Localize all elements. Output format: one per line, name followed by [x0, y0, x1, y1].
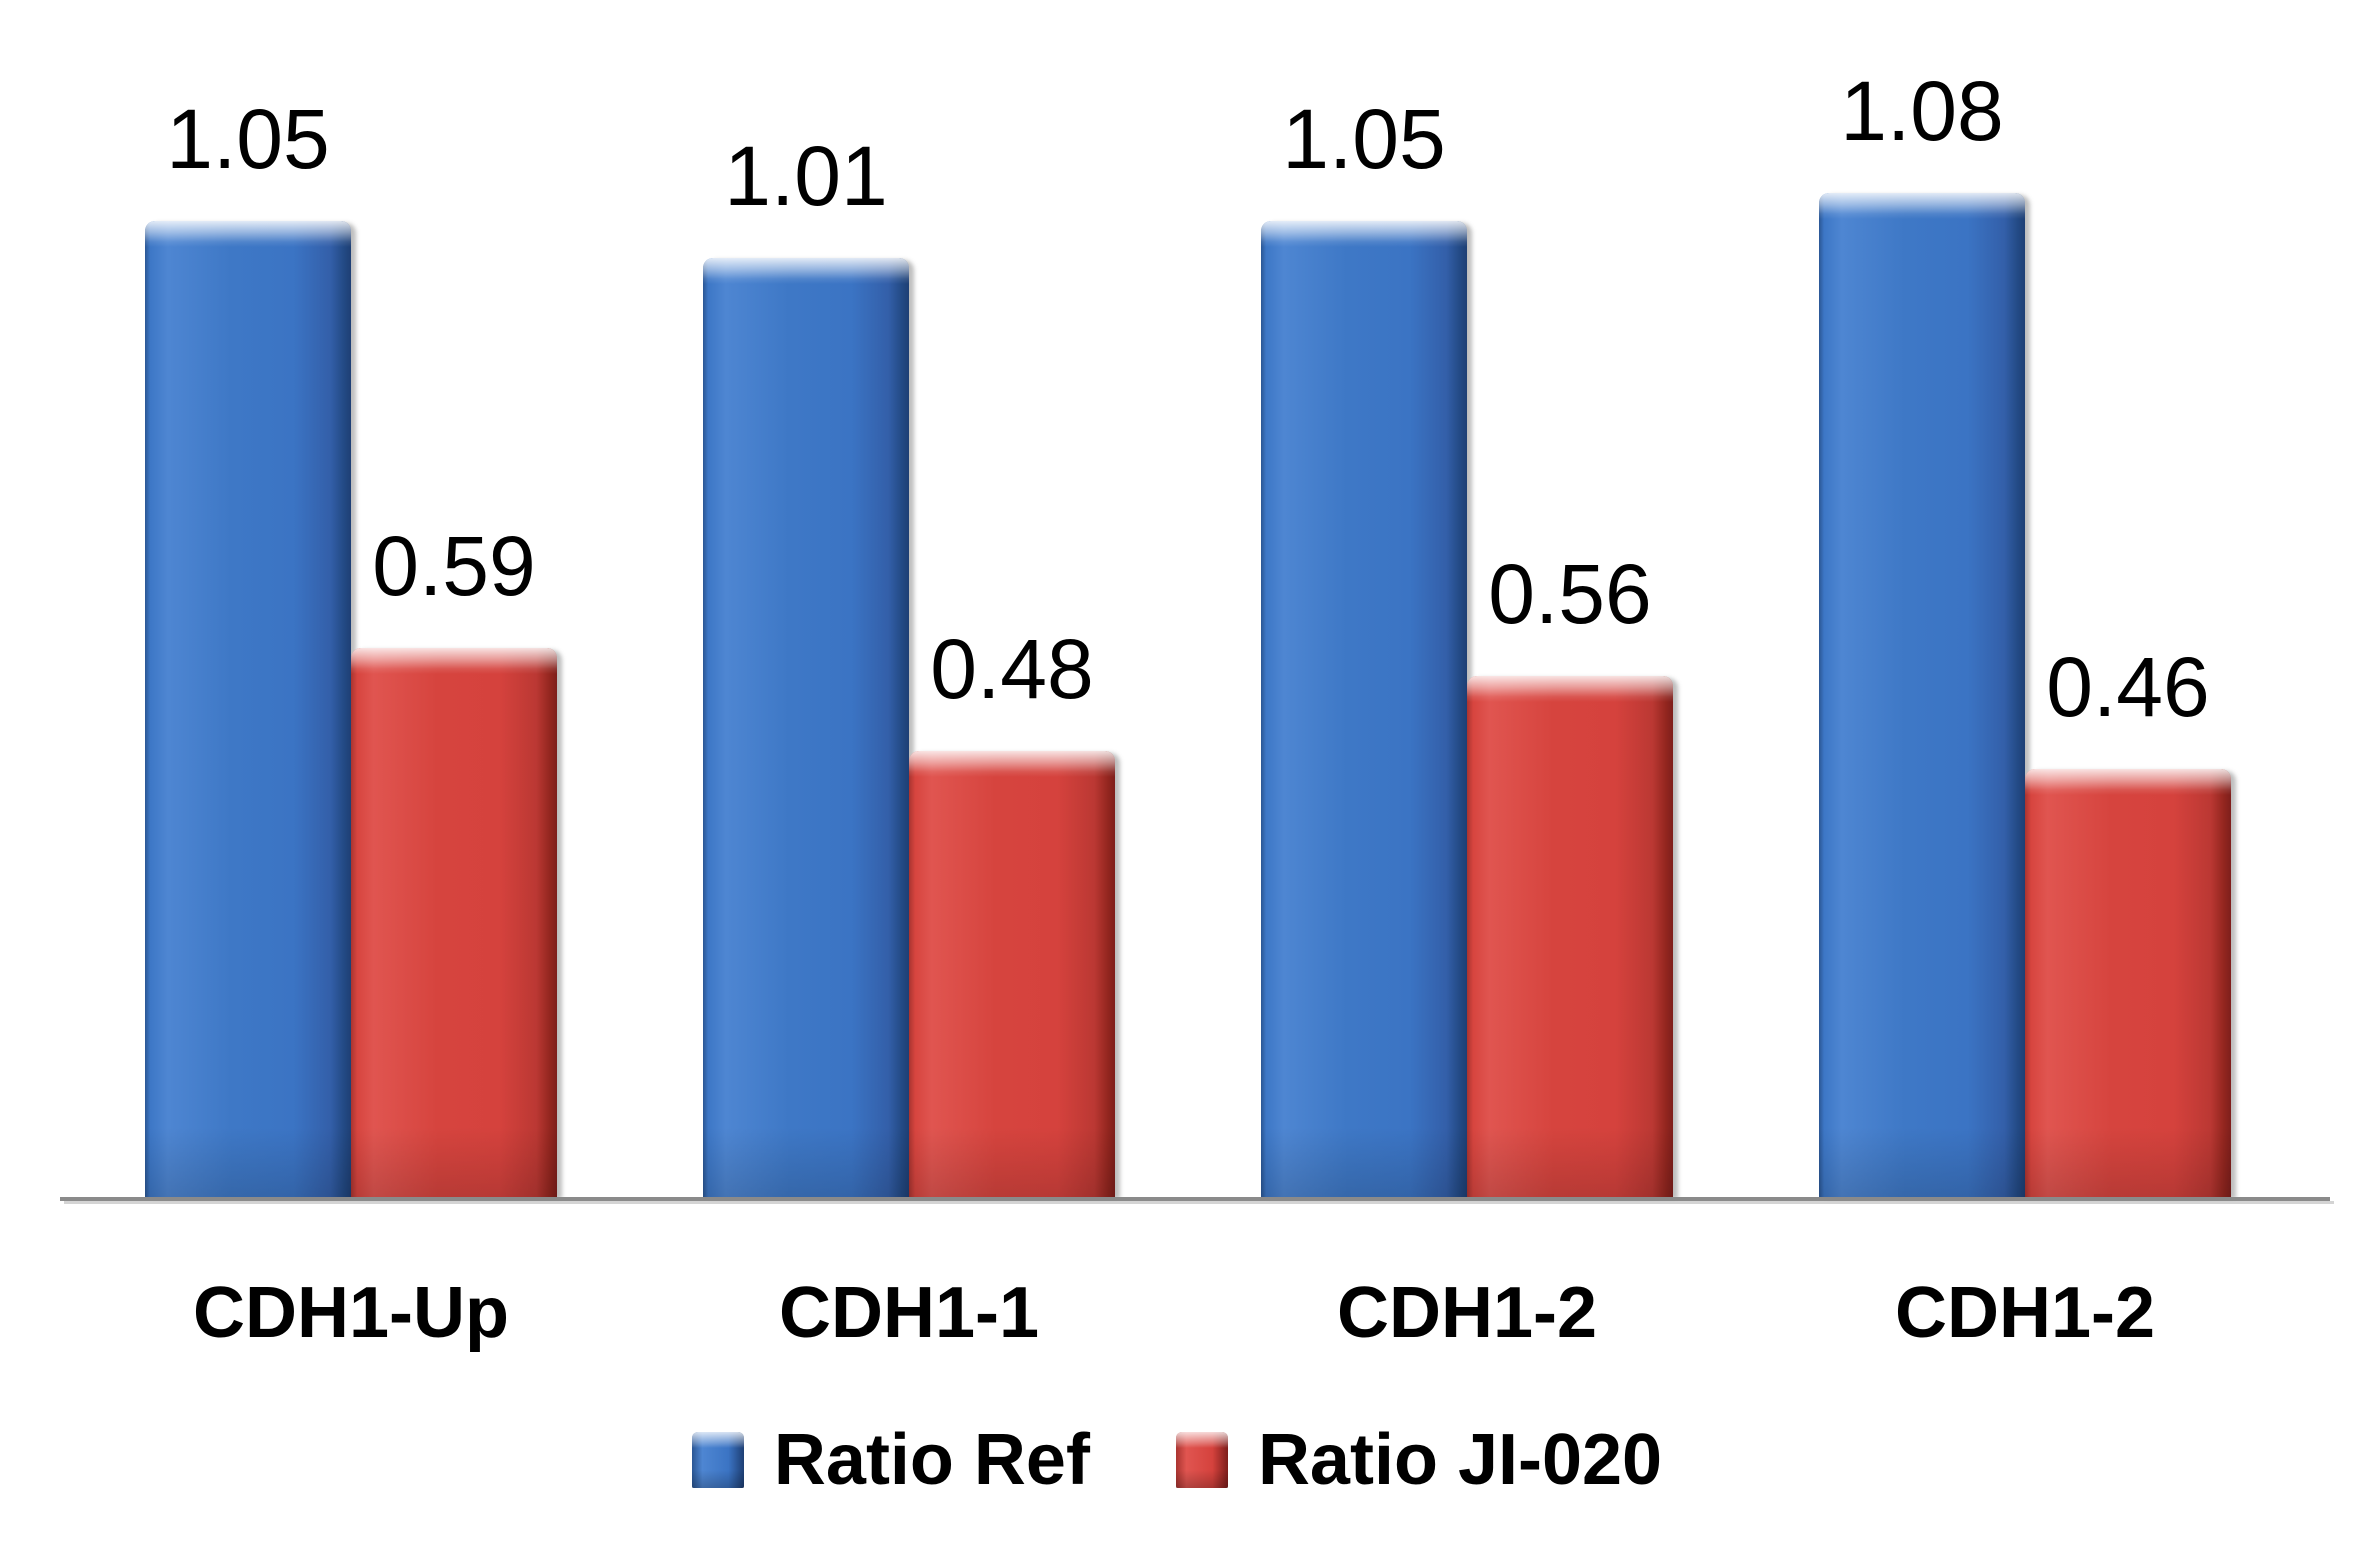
plot-area: 1.05 0.59 1.01 0.48 1.05 0.56 1.08 0.46 [145, 69, 2231, 1198]
bar-ratio-ji-020: 0.48 [909, 627, 1115, 1198]
bar-ratio-ref: 1.01 [703, 134, 909, 1198]
value-label: 1.05 [166, 91, 330, 186]
legend-label: Ratio JI-020 [1257, 1420, 1663, 1500]
value-label: 1.08 [1840, 63, 2004, 158]
value-label: 0.46 [2046, 640, 2210, 735]
legend-swatch-icon [691, 1432, 744, 1488]
bar-group: 1.05 0.59 [145, 97, 557, 1197]
bar-ratio-ref: 1.05 [1261, 97, 1467, 1197]
bar-group: 1.05 0.56 [1261, 97, 1673, 1197]
value-label: 0.56 [1488, 547, 1652, 642]
bar-group: 1.01 0.48 [703, 134, 1115, 1198]
bar-ratio-ji-020: 0.59 [351, 524, 557, 1197]
value-label: 0.59 [372, 519, 536, 614]
x-axis-labels: CDH1-Up CDH1-1 CDH1-2 CDH1-2 [145, 1273, 2231, 1353]
legend-item: Ratio Ref [691, 1420, 1090, 1500]
bar-group: 1.08 0.46 [1819, 69, 2231, 1198]
value-label: 0.48 [930, 621, 1094, 716]
legend-label: Ratio Ref [773, 1420, 1090, 1500]
value-label: 1.01 [724, 128, 888, 223]
category-label: CDH1-2 [1336, 1273, 1598, 1353]
value-label: 1.05 [1282, 91, 1446, 186]
legend-item: Ratio JI-020 [1175, 1420, 1663, 1500]
category-label: CDH1-1 [778, 1273, 1040, 1353]
bar-ratio-ref: 1.08 [1819, 69, 2025, 1198]
category-label: CDH1-Up [193, 1273, 509, 1353]
legend: Ratio Ref Ratio JI-020 [0, 1424, 2354, 1496]
bar-ratio-ref: 1.05 [145, 97, 351, 1197]
bar-ratio-ji-020: 0.46 [2025, 645, 2231, 1197]
legend-swatch-icon [1175, 1432, 1228, 1488]
x-axis-line [60, 1197, 2334, 1204]
bar-ratio-ji-020: 0.56 [1467, 552, 1673, 1197]
category-label: CDH1-2 [1894, 1273, 2156, 1353]
